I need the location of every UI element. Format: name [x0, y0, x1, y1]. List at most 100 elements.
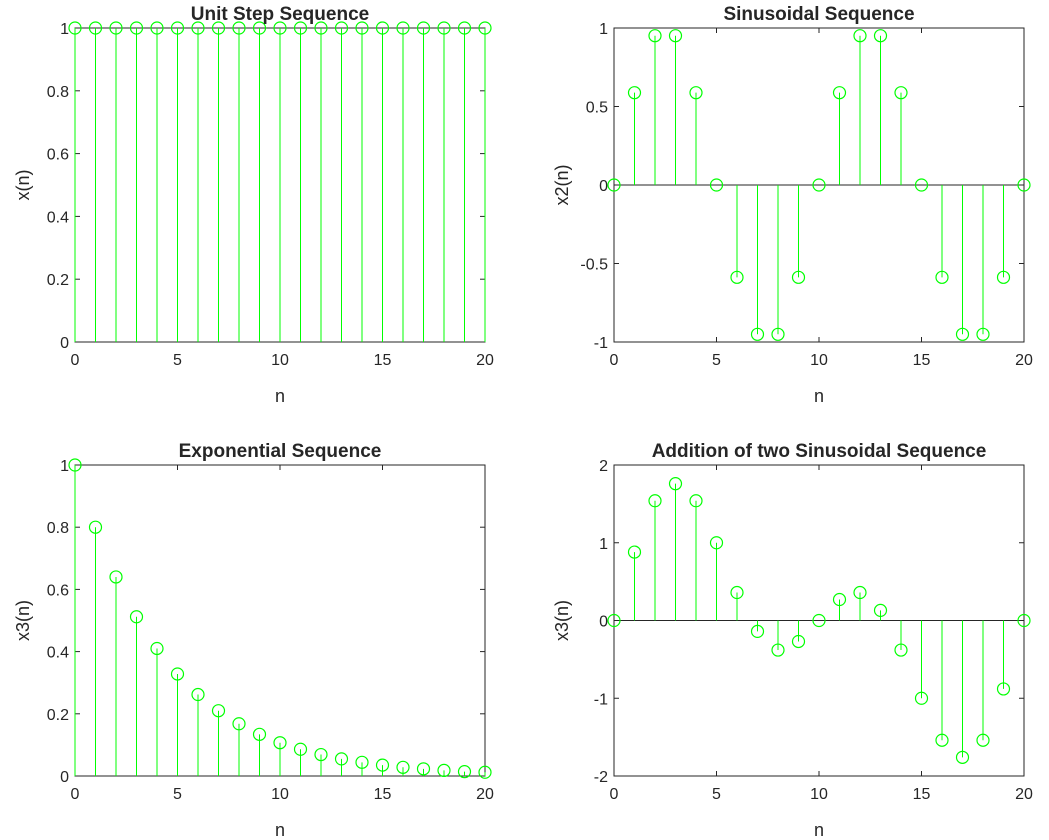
stem-marker	[170, 667, 185, 681]
y-axis-label: x2(n)	[552, 164, 572, 205]
x-tick-label: 20	[476, 786, 494, 803]
subplot-2: 0 5 10 15 20 -1 -0.5 0 0.5 1 Sinusoidal Sequence n x…	[552, 4, 1033, 406]
stem-marker	[853, 585, 867, 600]
stem-marker	[416, 21, 431, 35]
stem-marker	[812, 178, 826, 192]
stem-marker	[689, 494, 703, 508]
stem-marker	[68, 21, 82, 35]
stem-marker	[996, 270, 1011, 284]
stem-marker	[750, 624, 765, 638]
subplot-3: 0 5 10 15 20 0 0.2 0.4 0.6 0.8 1 Exponential Sequen…	[13, 441, 494, 840]
stem-marker	[129, 21, 144, 35]
y-tick-label: 1	[60, 21, 69, 38]
stem-marker	[232, 21, 246, 35]
stem-marker	[1017, 178, 1031, 192]
stem-marker	[791, 270, 806, 284]
x-tick-label: 20	[476, 352, 494, 369]
y-tick-label: 0.6	[47, 147, 69, 164]
stem-marker	[396, 21, 410, 35]
x-axis-label: n	[275, 386, 285, 406]
stem-marker	[252, 727, 267, 741]
stem-marker	[88, 21, 103, 35]
x-tick-label: 0	[71, 786, 80, 803]
y-tick-label: 0	[60, 335, 69, 352]
stem-marker	[627, 86, 642, 100]
stem-marker	[150, 21, 164, 35]
stem-marker	[293, 21, 308, 35]
x-tick-label: 10	[271, 352, 289, 369]
stem-marker	[771, 327, 785, 341]
stem-marker	[607, 613, 621, 628]
x-tick-label: 5	[712, 352, 721, 369]
x-tick-label: 10	[271, 786, 289, 803]
x-tick-label: 0	[610, 786, 619, 803]
stem-marker	[914, 691, 929, 705]
stem-marker	[668, 29, 683, 43]
stem-marker	[873, 603, 888, 617]
stem-marker	[894, 643, 908, 657]
x-tick-label: 15	[913, 352, 931, 369]
stem-marker	[88, 520, 103, 534]
x-tick-label: 10	[810, 352, 828, 369]
stem-marker	[314, 747, 328, 762]
y-tick-label: 0.8	[47, 84, 69, 101]
stem-marker	[375, 758, 390, 772]
y-tick-label: -0.5	[580, 257, 608, 274]
stem-marker	[648, 29, 662, 43]
y-tick-label: 1	[60, 458, 69, 475]
stem-marker	[894, 86, 908, 100]
stem-marker	[232, 717, 246, 731]
y-tick-label: -2	[594, 769, 608, 786]
stem-marker	[211, 704, 226, 718]
stem-marker	[935, 733, 949, 747]
y-tick-label: 0.8	[47, 520, 69, 537]
stem-marker	[853, 29, 867, 43]
x-tick-label: 10	[810, 786, 828, 803]
subplot-title: Unit Step Sequence	[191, 4, 369, 25]
stem-marker	[832, 592, 847, 607]
x-tick-label: 0	[71, 352, 80, 369]
stem-marker	[375, 21, 390, 35]
stem-marker	[1017, 613, 1031, 628]
y-tick-label: 0.5	[586, 100, 608, 117]
stem-marker	[627, 545, 642, 559]
stem-marker	[955, 327, 970, 341]
stem-marker	[955, 750, 970, 764]
y-tick-label: 0.4	[47, 209, 69, 226]
stem-marker	[416, 762, 431, 776]
x-axis-label: n	[814, 820, 824, 840]
x-tick-label: 15	[913, 786, 931, 803]
stem-marker	[648, 494, 662, 508]
stem-marker	[791, 634, 806, 649]
x-axis-label: n	[814, 386, 824, 406]
x-axis-label: n	[275, 820, 285, 840]
stem-marker	[935, 270, 949, 284]
stem-marker	[129, 610, 144, 624]
stem-marker	[607, 178, 621, 192]
y-tick-label: 1	[599, 21, 608, 38]
stem-marker	[730, 585, 744, 600]
x-tick-label: 5	[712, 786, 721, 803]
stem-marker	[334, 752, 349, 766]
y-axis-label: x3(n)	[552, 600, 572, 641]
stem-marker	[771, 643, 785, 657]
y-tick-label: -1	[594, 691, 608, 708]
y-tick-label: -1	[594, 335, 608, 352]
stem-marker	[334, 21, 349, 35]
stem-marker	[396, 760, 410, 774]
stem-marker	[293, 742, 308, 756]
y-tick-label: 0.4	[47, 645, 69, 662]
stem-marker	[109, 21, 123, 35]
subplot-title: Exponential Sequence	[179, 441, 382, 462]
y-tick-label: 0.2	[47, 707, 69, 724]
subplot-4: 0 5 10 15 20 -2 -1 0 1 2 Addition of two Sinusoida…	[552, 441, 1033, 840]
stem-marker	[457, 21, 472, 35]
stem-marker	[457, 765, 472, 779]
stem-marker	[873, 29, 888, 43]
stem-marker	[273, 736, 287, 750]
stem-marker	[996, 682, 1011, 696]
stem-marker	[976, 327, 990, 341]
stem-marker	[109, 570, 123, 584]
stem-marker	[191, 21, 205, 35]
